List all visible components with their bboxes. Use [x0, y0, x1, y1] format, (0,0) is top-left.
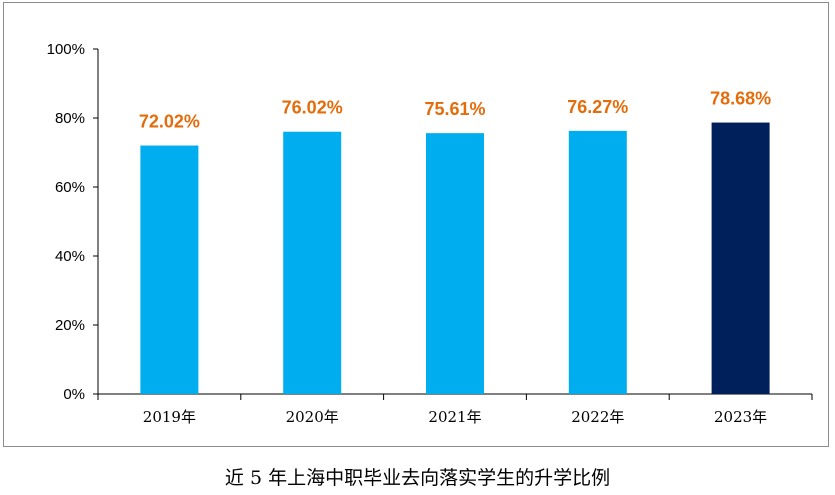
y-tick-label: 20%	[55, 317, 85, 334]
bar-chart: 0% 20% 40% 60% 80% 100% 72.02% 2019年 76.02% 2020年…	[47, 41, 813, 426]
y-tick-label: 100%	[47, 41, 85, 58]
plot-area: 0% 20% 40% 60% 80% 100% 72.02% 2019年 76.02% 2020年…	[47, 41, 813, 426]
bar	[426, 133, 484, 394]
x-tick-label: 2022年	[571, 408, 624, 426]
data-label: 72.02%	[139, 112, 200, 132]
x-tick-label: 2020年	[286, 408, 339, 426]
data-label: 76.02%	[282, 98, 343, 118]
y-tick-label: 0%	[63, 386, 85, 403]
bar	[568, 130, 627, 394]
data-label: 76.27%	[567, 97, 628, 117]
data-label: 78.68%	[710, 89, 771, 109]
y-tick-label: 60%	[55, 179, 85, 196]
x-tick-label: 2021年	[428, 408, 481, 426]
x-tick-label: 2019年	[143, 408, 196, 426]
data-label: 75.61%	[424, 99, 485, 119]
figure-caption: 近 5 年上海中职毕业去向落实学生的升学比例	[224, 467, 611, 489]
y-tick-label: 40%	[55, 248, 85, 265]
bar	[283, 131, 342, 394]
x-tick-label: 2023年	[714, 408, 767, 426]
y-tick-label: 80%	[55, 110, 85, 127]
bar	[140, 145, 199, 394]
bar	[711, 122, 770, 394]
